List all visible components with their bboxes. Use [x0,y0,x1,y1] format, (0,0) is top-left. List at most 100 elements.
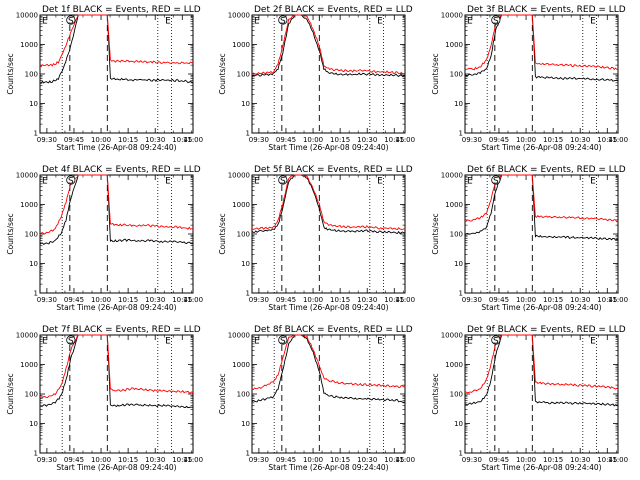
y-axis-label: Counts/sec [431,213,440,254]
x-tick-label: 10:30 [570,136,590,144]
y-tick-label: 10000 [441,12,463,20]
event-marker-label: E [165,17,171,27]
x-tick-label: 09:30 [249,296,269,304]
y-tick-label: 1 [459,290,463,298]
lld-series-line [251,334,406,391]
y-tick-label: 10 [29,420,38,428]
x-tick-label: 09:30 [462,456,482,464]
y-tick-label: 100 [450,391,463,399]
x-tick-label: 11:00 [608,136,628,144]
event-marker-label: S [280,177,286,187]
event-marker-label: S [493,177,499,187]
y-tick-label: 1000 [20,41,38,49]
y-tick-label: 100 [237,391,250,399]
event-marker-label: S [280,337,286,347]
events-series-line [464,334,619,407]
y-tick-label: 10000 [441,172,463,180]
x-tick-label: 10:15 [330,296,350,304]
y-axis-label: Counts/sec [431,53,440,94]
panel-title: Det 2f BLACK = Events, RED = LLD [254,5,413,15]
y-axis-label: Counts/sec [6,213,15,254]
event-marker-label: S [280,17,286,27]
x-tick-label: 10:15 [330,456,350,464]
y-tick-label: 10 [454,260,463,268]
lld-series-line [39,334,194,399]
detector-panel-8: Det 8f BLACK = Events, RED = LLD 1 10 100 10… [218,325,415,472]
x-axis-label: Start Time (26-Apr-08 09:24:40) [481,463,601,472]
events-series-line [39,334,194,409]
event-marker-label: E [590,337,596,347]
x-tick-label: 10:15 [543,136,563,144]
x-tick-label: 09:45 [489,296,509,304]
x-tick-label: 10:30 [570,296,590,304]
y-tick-label: 10 [241,100,250,108]
event-marker-label: E [377,17,383,27]
x-tick-label: 11:00 [608,296,628,304]
x-tick-label: 11:00 [395,296,415,304]
lld-series-line [464,334,619,394]
x-tick-label: 11:00 [183,456,203,464]
panel-title: Det 6f BLACK = Events, RED = LLD [467,165,626,175]
events-series-line [39,14,194,84]
panel-title: Det 7f BLACK = Events, RED = LLD [42,325,201,335]
y-tick-label: 1 [246,290,250,298]
y-tick-label: 1000 [445,41,463,49]
y-tick-label: 1 [34,450,38,458]
marker-circle [66,175,76,185]
events-series-line [464,174,619,241]
event-marker-label: S [68,17,74,27]
x-tick-label: 10:45 [384,136,404,144]
x-tick-label: 11:00 [395,136,415,144]
x-tick-label: 09:30 [37,456,57,464]
x-tick-label: 10:45 [384,456,404,464]
lld-series-line [464,174,619,223]
y-tick-label: 10 [241,260,250,268]
x-tick-label: 09:30 [37,296,57,304]
events-series-line [39,174,194,245]
y-tick-label: 10000 [441,332,463,340]
y-tick-label: 100 [25,391,38,399]
panel-title: Det 8f BLACK = Events, RED = LLD [254,325,413,335]
event-marker-label: S [493,337,499,347]
events-series-line [251,334,406,403]
y-tick-label: 1000 [20,361,38,369]
x-axis-label: Start Time (26-Apr-08 09:24:40) [481,303,601,312]
x-tick-label: 10:30 [145,136,165,144]
event-marker-label: S [493,17,499,27]
y-tick-label: 1000 [20,201,38,209]
y-tick-label: 1000 [232,41,250,49]
x-tick-label: 10:45 [172,296,192,304]
event-marker-label: E [590,177,596,187]
event-marker-label: E [590,17,596,27]
event-marker-label: S [68,337,74,347]
x-tick-label: 11:00 [183,296,203,304]
y-tick-label: 10 [29,100,38,108]
panel-title: Det 9f BLACK = Events, RED = LLD [467,325,626,335]
panel-title: Det 4f BLACK = Events, RED = LLD [42,165,201,175]
y-tick-label: 1000 [445,201,463,209]
panel-title: Det 1f BLACK = Events, RED = LLD [42,5,201,15]
y-tick-label: 10000 [16,172,38,180]
x-tick-label: 10:00 [303,296,323,304]
x-tick-label: 10:00 [91,296,111,304]
x-tick-label: 10:00 [516,456,536,464]
y-tick-label: 10000 [228,172,250,180]
x-tick-label: 11:00 [183,136,203,144]
y-tick-label: 10 [29,260,38,268]
y-axis-label: Counts/sec [218,213,227,254]
panel-title: Det 5f BLACK = Events, RED = LLD [254,165,413,175]
y-tick-label: 1 [459,130,463,138]
x-tick-label: 10:45 [172,456,192,464]
y-tick-label: 1 [459,450,463,458]
marker-circle [278,175,288,185]
detector-panel-2: Det 2f BLACK = Events, RED = LLD 1 10 100 10… [218,5,415,152]
x-tick-label: 09:30 [249,456,269,464]
x-tick-label: 10:15 [118,456,138,464]
x-tick-label: 10:00 [303,456,323,464]
x-tick-label: 10:15 [118,136,138,144]
detector-panel-3: Det 3f BLACK = Events, RED = LLD 1 10 100 10… [431,5,628,152]
event-marker-label: E [165,337,171,347]
y-tick-label: 100 [25,231,38,239]
event-marker-label: E [377,177,383,187]
